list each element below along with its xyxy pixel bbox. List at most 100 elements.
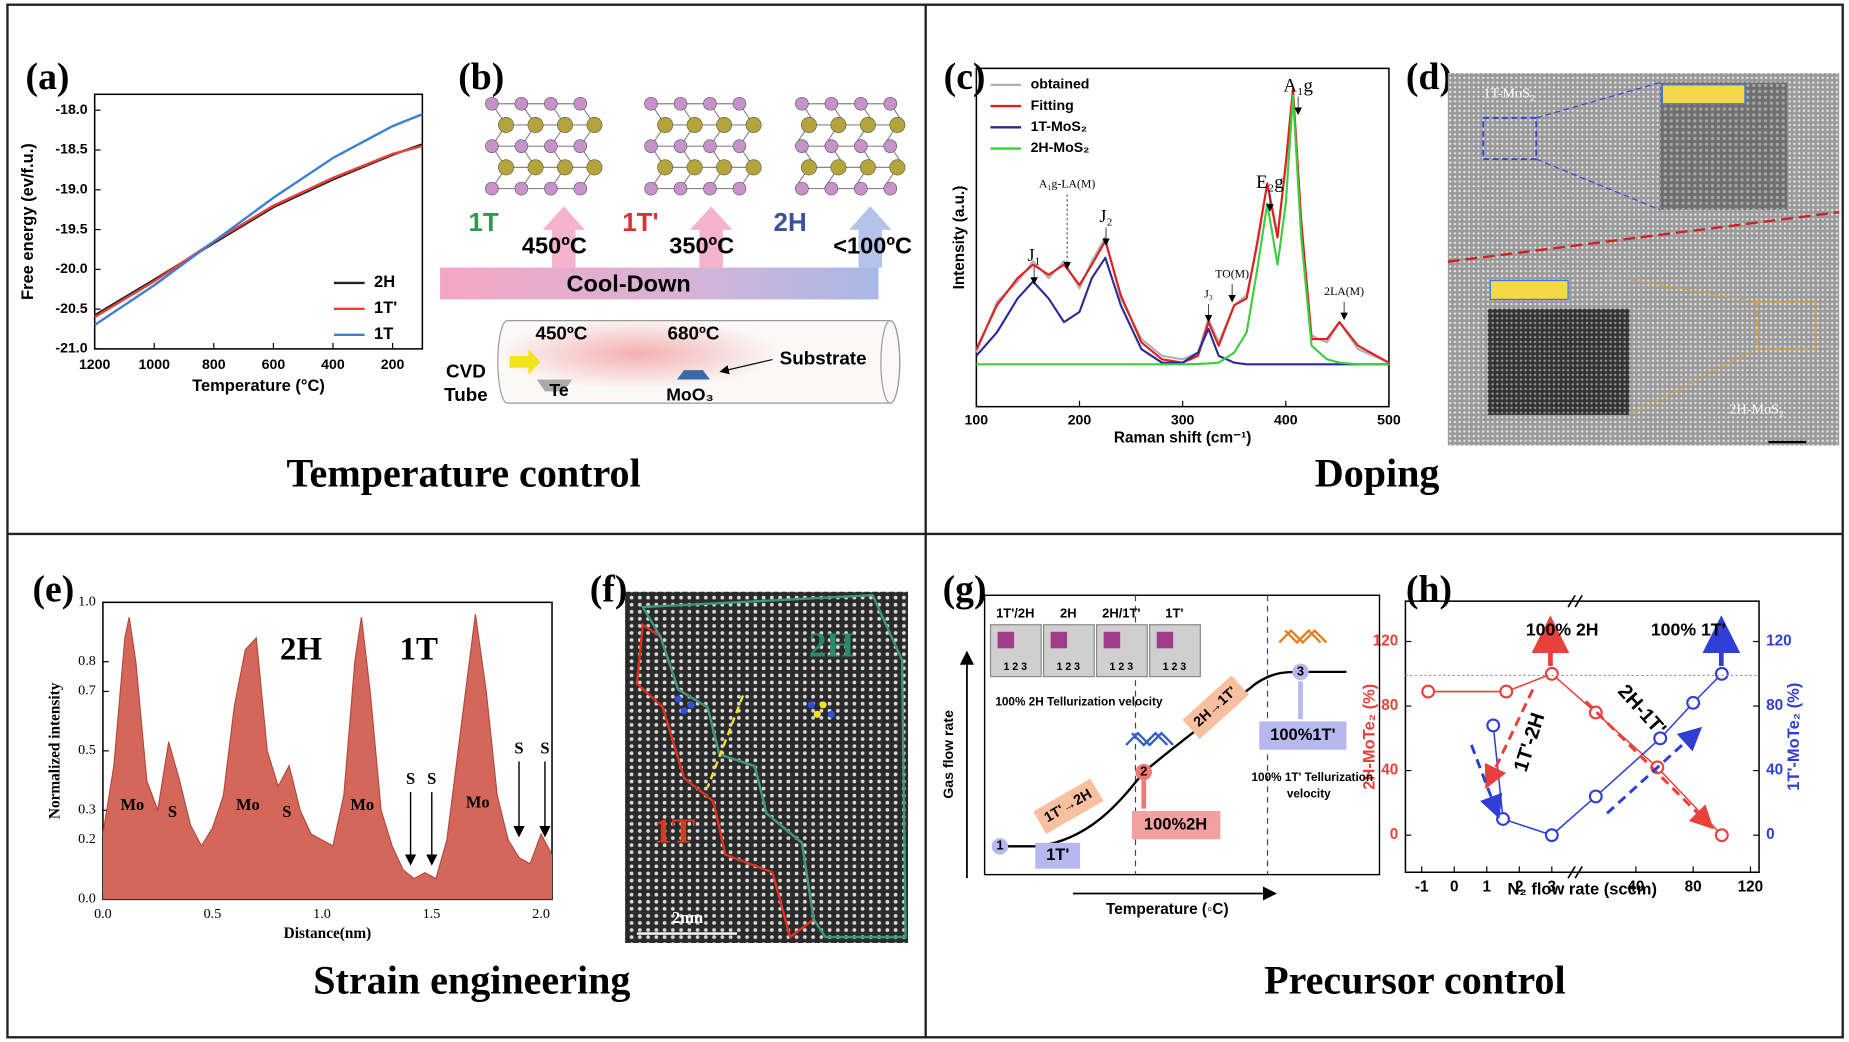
- atom: [686, 116, 703, 133]
- area-fill: [102, 614, 553, 900]
- atom: [657, 116, 674, 133]
- legend-label: 1T: [374, 325, 393, 343]
- x-tick-label: 1.5: [423, 906, 441, 922]
- source: Te: [549, 380, 568, 400]
- transition-box: [1033, 778, 1104, 834]
- peak-label: 2LA(M): [1324, 285, 1364, 298]
- phase-label: 1T: [469, 209, 499, 237]
- y-tick-label: -21.0: [55, 340, 87, 356]
- data-point: [1499, 684, 1514, 699]
- data-point: [1496, 812, 1510, 826]
- crystal-structure: [644, 96, 762, 196]
- atom: [716, 116, 733, 133]
- x-tick-label: 200: [381, 356, 405, 372]
- y-tick-label: 0.3: [78, 802, 96, 818]
- atom: [716, 159, 733, 176]
- up-arrow: [849, 206, 892, 268]
- atom: [854, 96, 868, 111]
- x-tick-label: 600: [262, 356, 286, 372]
- step-number: 3: [1297, 663, 1304, 678]
- tube-label: Tube: [444, 384, 488, 405]
- legend-label: Fitting: [1031, 97, 1074, 113]
- peak-label: E₂g: [1256, 172, 1284, 193]
- peak-label: S: [514, 738, 523, 757]
- atom: [830, 116, 847, 133]
- atom: [485, 139, 499, 153]
- atom: [485, 181, 499, 196]
- label-box: [1035, 842, 1081, 869]
- sample: [997, 631, 1015, 649]
- atom-marker: [827, 710, 835, 718]
- region-label: 2H: [809, 624, 854, 664]
- atom: [889, 159, 906, 176]
- boundary: [1447, 211, 1840, 263]
- atom: [557, 116, 573, 133]
- atom: [573, 96, 588, 111]
- peak-label: A₁g-LA(M): [1039, 178, 1095, 191]
- region-label: 1T-MoS₂: [1483, 86, 1535, 102]
- zoom-lines: [1536, 158, 1661, 211]
- peak-label: 1T: [400, 631, 439, 667]
- arrow-label: Cool-Down: [566, 270, 690, 296]
- y-tick-label: 1.0: [78, 594, 96, 610]
- data-point: [1544, 828, 1559, 843]
- zone-temp: 680ºC: [667, 323, 719, 344]
- stem-image: [625, 591, 908, 943]
- temperature: 450ºC: [522, 233, 587, 259]
- atom: [498, 159, 515, 176]
- scale-label: 2nm: [672, 908, 703, 927]
- y-tick-label: 0.2: [78, 831, 96, 847]
- note: 100% 1T' Tellurization: [1252, 771, 1374, 784]
- caption: Strain engineering: [313, 957, 630, 1002]
- step-marker: [1135, 763, 1152, 781]
- x-tick-label: 1200: [79, 356, 111, 372]
- atom: [498, 116, 515, 133]
- flow-arrow: [509, 348, 541, 375]
- photo-label: 2H/1T': [1102, 606, 1140, 621]
- annotation: 1T'-2H: [1510, 710, 1550, 774]
- x-tick-label: 2: [1515, 879, 1524, 896]
- atom: [859, 116, 876, 133]
- annotation: 2H-1T': [1613, 681, 1670, 741]
- x-axis-label: N₂ flow rate (sccm): [1508, 880, 1657, 898]
- source: MoO₃: [666, 385, 713, 405]
- step-marker: [1292, 663, 1309, 681]
- phase-label: 2H: [774, 209, 807, 237]
- peak-label: S: [406, 769, 415, 788]
- panel-label: (a): [26, 56, 70, 98]
- annotation: 100% 2H: [1526, 619, 1599, 639]
- data-point: [1714, 828, 1729, 843]
- caption: Temperature control: [287, 451, 641, 496]
- atom: [795, 96, 809, 111]
- peak-label: 2H: [280, 631, 322, 667]
- axis-break: [1574, 865, 1583, 879]
- tube-label: CVD: [446, 360, 486, 381]
- atom: [514, 139, 529, 153]
- peak-label: S: [168, 802, 177, 821]
- schematic-frame: [983, 594, 1381, 876]
- atom: [644, 139, 658, 153]
- step-label: 1T': [1046, 846, 1069, 864]
- x-tick-label: 0: [1450, 879, 1459, 896]
- data-point: [1686, 695, 1701, 710]
- temperature: <100ºC: [833, 233, 912, 259]
- series-line: [975, 256, 1389, 366]
- legend-label: 2H: [374, 273, 395, 291]
- process-curve: [999, 670, 1347, 848]
- transition-box: [1182, 675, 1249, 739]
- atom-marker: [687, 701, 695, 709]
- atom: [527, 159, 544, 176]
- dashed-line: [706, 695, 745, 788]
- crystal-structure: [794, 96, 906, 196]
- x-tick-label: 3: [1548, 879, 1557, 896]
- atom: [673, 96, 688, 111]
- y-tick-label: 0: [1390, 826, 1399, 843]
- sample: [1103, 631, 1121, 649]
- series-line: [976, 94, 1389, 366]
- dashed-arrow: [1584, 700, 1714, 830]
- peak-label: Mo: [350, 795, 374, 814]
- caption: Precursor control: [1264, 957, 1566, 1002]
- atom: [883, 181, 898, 196]
- y2-tick-label: 40: [1766, 762, 1783, 779]
- temperature: 350ºC: [669, 233, 734, 259]
